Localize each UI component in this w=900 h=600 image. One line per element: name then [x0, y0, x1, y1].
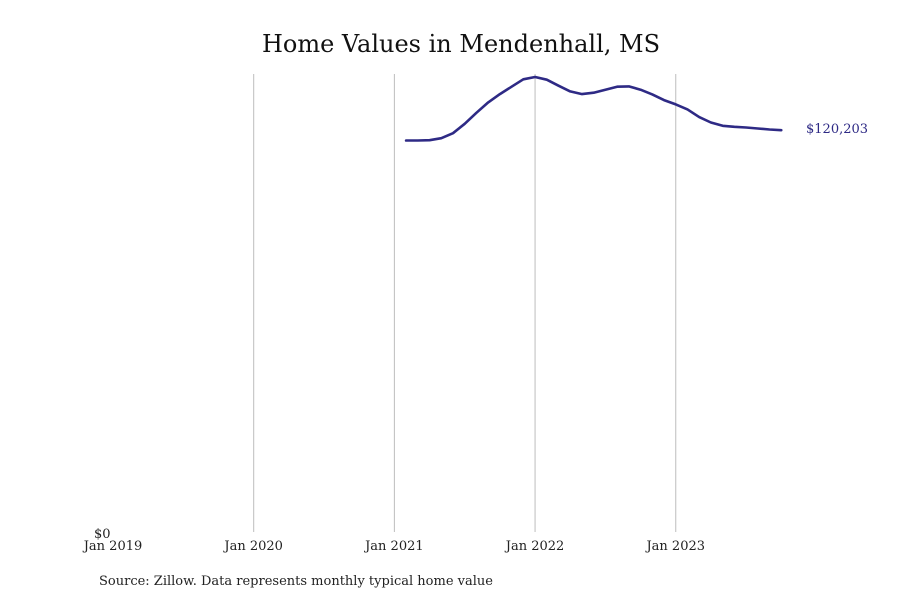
chart-title: Home Values in Mendenhall, MS — [262, 30, 660, 58]
end-value-label: $120,203 — [806, 122, 868, 137]
x-tick-label: Jan 2022 — [504, 539, 565, 554]
series-layer — [404, 75, 783, 142]
home-value-line — [404, 75, 783, 142]
x-tick-label: Jan 2023 — [644, 539, 705, 554]
y-tick-label-zero: $0 — [94, 527, 111, 542]
source-note: Source: Zillow. Data represents monthly … — [99, 574, 493, 589]
x-tick-label: Jan 2021 — [363, 539, 424, 554]
x-tick-label: Jan 2019 — [82, 539, 143, 554]
gridlines — [253, 74, 677, 532]
x-tick-label: Jan 2020 — [222, 539, 283, 554]
x-axis-ticks: Jan 2019 Jan 2020 Jan 2021 Jan 2022 Jan 2023 — [82, 539, 705, 554]
